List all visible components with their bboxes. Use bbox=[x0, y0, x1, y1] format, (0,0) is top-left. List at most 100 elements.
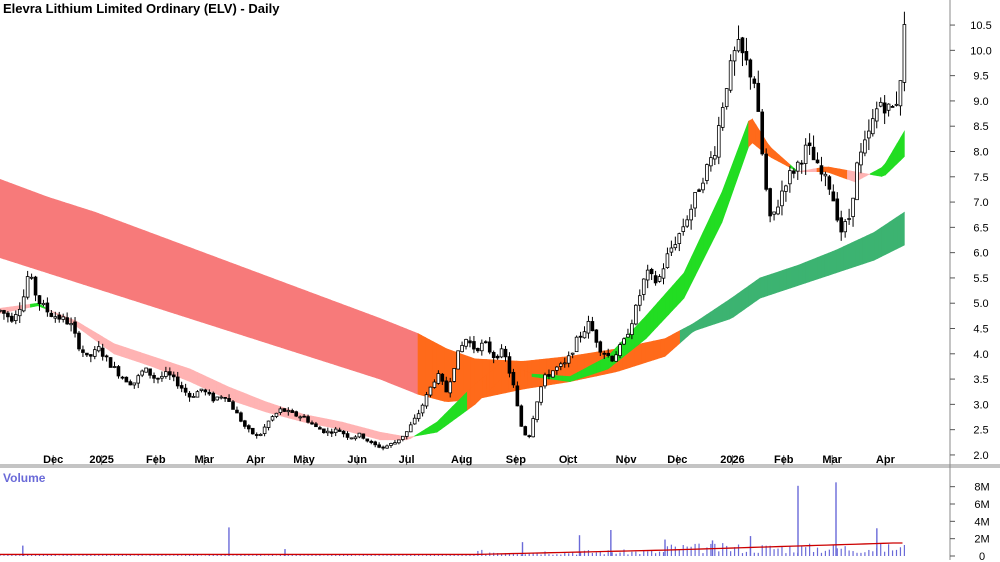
month-label: 2026 bbox=[720, 454, 744, 466]
candle-body bbox=[665, 253, 670, 269]
long-ribbon-segment bbox=[805, 260, 810, 284]
price-candle bbox=[547, 369, 551, 380]
candle-body bbox=[329, 431, 334, 434]
short-ribbon-segment bbox=[201, 373, 206, 390]
price-candle bbox=[772, 211, 776, 221]
price-candle bbox=[815, 152, 820, 164]
candle-body bbox=[337, 429, 342, 432]
price-candle bbox=[357, 432, 362, 439]
price-candle bbox=[120, 375, 125, 380]
long-ribbon-segment bbox=[136, 227, 141, 304]
short-ribbon-segment bbox=[584, 365, 590, 377]
price-candle bbox=[164, 366, 168, 379]
price-candle bbox=[329, 428, 334, 437]
candle-body bbox=[452, 368, 456, 382]
price-tick-label: 7.0 bbox=[973, 197, 988, 209]
price-candle bbox=[566, 351, 571, 368]
candle-body bbox=[306, 416, 310, 423]
candle-body bbox=[878, 101, 883, 107]
long-ribbon-segment bbox=[7, 181, 12, 262]
candle-body bbox=[25, 276, 30, 298]
candle-body bbox=[649, 268, 654, 275]
candle-body bbox=[839, 217, 844, 233]
long-ribbon-segment bbox=[740, 288, 746, 313]
long-ribbon-segment bbox=[759, 276, 765, 299]
candle-body bbox=[17, 308, 22, 317]
long-ribbon-segment bbox=[75, 205, 81, 284]
long-ribbon-segment bbox=[87, 209, 92, 288]
price-candle bbox=[385, 444, 389, 449]
month-label: Dec bbox=[43, 454, 63, 466]
price-candle bbox=[637, 289, 642, 312]
candle-body bbox=[768, 188, 772, 217]
candle-body bbox=[203, 389, 208, 393]
candle-body bbox=[472, 341, 476, 350]
long-ribbon-segment bbox=[432, 341, 438, 400]
candle-body bbox=[764, 153, 768, 190]
price-candle bbox=[168, 367, 172, 381]
long-ribbon-segment bbox=[763, 274, 768, 298]
candle-body bbox=[33, 276, 38, 296]
price-candle bbox=[898, 80, 903, 116]
price-tick-label: 9.5 bbox=[973, 71, 988, 83]
candle-body bbox=[53, 316, 58, 319]
short-ribbon-segment bbox=[242, 392, 248, 407]
price-candle bbox=[377, 442, 381, 449]
candle-body bbox=[444, 380, 449, 393]
long-ribbon-segment bbox=[664, 336, 670, 357]
short-ribbon-segment bbox=[383, 432, 388, 441]
long-ribbon-segment bbox=[37, 193, 43, 272]
price-candle bbox=[17, 302, 22, 324]
long-ribbon-segment bbox=[49, 197, 54, 276]
long-ribbon-segment bbox=[341, 303, 347, 369]
price-candle bbox=[705, 163, 709, 185]
long-ribbon-segment bbox=[254, 271, 259, 341]
price-candle bbox=[203, 388, 208, 396]
price-candle bbox=[128, 379, 133, 386]
short-ribbon-segment bbox=[482, 374, 487, 398]
candle-body bbox=[286, 410, 291, 413]
short-ribbon-segment bbox=[467, 387, 472, 411]
short-ribbon-segment bbox=[900, 130, 905, 161]
candle-body bbox=[294, 411, 299, 417]
candle-body bbox=[823, 173, 828, 177]
long-ribbon-segment bbox=[535, 359, 540, 388]
price-candle bbox=[235, 406, 239, 414]
candle-body bbox=[250, 427, 255, 435]
price-candle bbox=[562, 357, 567, 368]
short-ribbon-segment bbox=[410, 435, 415, 440]
candle-body bbox=[843, 221, 847, 233]
long-ribbon-segment bbox=[812, 257, 818, 281]
candle-body bbox=[882, 102, 887, 114]
price-candle bbox=[578, 331, 583, 343]
short-ribbon-segment bbox=[581, 367, 586, 379]
price-candle bbox=[452, 368, 456, 383]
price-candle bbox=[223, 397, 227, 402]
short-ribbon-segment bbox=[565, 375, 571, 382]
candle-body bbox=[756, 82, 761, 112]
price-candle bbox=[483, 340, 488, 344]
long-ribbon-segment bbox=[106, 216, 111, 294]
volume-tick-label: 2M bbox=[974, 534, 989, 546]
long-ribbon-segment bbox=[421, 335, 426, 397]
price-candle bbox=[258, 433, 263, 437]
long-ribbon-segment bbox=[284, 282, 290, 351]
long-ribbon-segment bbox=[820, 254, 825, 279]
long-ribbon-segment bbox=[771, 272, 776, 295]
candle-body bbox=[0, 309, 2, 312]
price-candle bbox=[0, 309, 2, 313]
long-ribbon-segment bbox=[216, 257, 221, 329]
short-ribbon-segment bbox=[653, 302, 658, 332]
short-ribbon-segment bbox=[672, 280, 677, 312]
price-candle bbox=[10, 312, 14, 323]
price-candle bbox=[160, 371, 164, 382]
price-candle bbox=[677, 232, 682, 252]
price-candle bbox=[839, 210, 844, 241]
price-candle bbox=[412, 414, 417, 425]
candle-body bbox=[341, 430, 346, 435]
month-label: May bbox=[293, 454, 315, 466]
price-candle bbox=[476, 347, 480, 353]
month-label: Mar bbox=[194, 454, 214, 466]
long-ribbon-segment bbox=[406, 328, 411, 392]
price-candle bbox=[610, 355, 614, 363]
